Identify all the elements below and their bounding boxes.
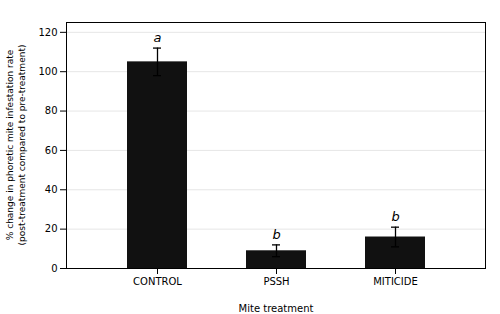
svg-text:MITICIDE: MITICIDE: [373, 276, 418, 287]
svg-text:b: b: [272, 227, 280, 242]
svg-text:a: a: [154, 30, 162, 45]
svg-text:(post-treatment compared to pr: (post-treatment compared to pre-treatmen…: [17, 45, 27, 246]
svg-text:20: 20: [45, 223, 58, 234]
svg-text:Mite treatment: Mite treatment: [239, 303, 314, 314]
svg-text:100: 100: [38, 66, 57, 77]
svg-text:CONTROL: CONTROL: [133, 276, 182, 287]
svg-text:60: 60: [45, 145, 58, 156]
svg-text:PSSH: PSSH: [263, 276, 289, 287]
svg-text:120: 120: [38, 27, 57, 38]
svg-text:% change in phoretic mite infe: % change in phoretic mite infestation ra…: [5, 49, 15, 240]
svg-text:b: b: [391, 209, 399, 224]
svg-text:40: 40: [45, 184, 58, 195]
svg-text:80: 80: [45, 105, 58, 116]
svg-text:0: 0: [51, 263, 57, 274]
